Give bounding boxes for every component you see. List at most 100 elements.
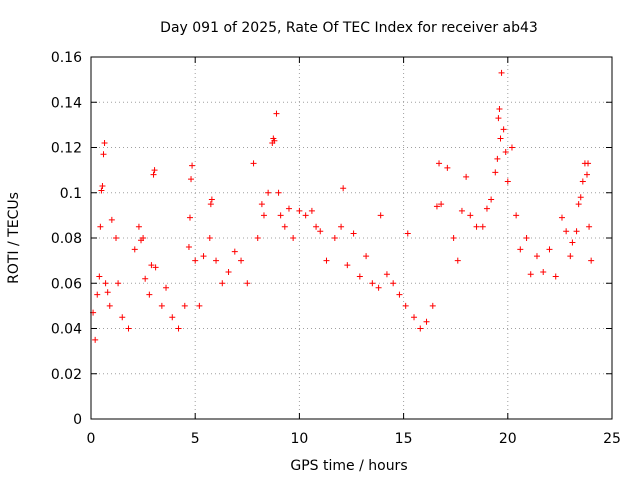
data-point	[313, 223, 320, 230]
data-point	[206, 235, 213, 241]
data-point	[573, 228, 580, 235]
data-point	[296, 207, 303, 214]
data-point	[504, 178, 511, 185]
data-point	[383, 271, 390, 278]
data-point	[273, 110, 280, 117]
data-point	[97, 223, 104, 230]
data-point	[169, 314, 176, 321]
data-point	[411, 314, 418, 321]
data-point	[189, 162, 196, 169]
data-point	[192, 257, 199, 264]
data-point	[285, 205, 292, 212]
data-point	[148, 262, 155, 269]
data-point	[140, 235, 147, 241]
data-point	[265, 189, 272, 196]
data-point	[513, 212, 520, 219]
data-point	[495, 115, 502, 122]
x-tick-label: 0	[87, 431, 96, 447]
data-point	[473, 223, 480, 230]
data-point	[92, 336, 99, 343]
chart-title: Day 091 of 2025, Rate Of TEC Index for r…	[160, 20, 538, 36]
data-point	[225, 268, 232, 275]
y-tick-label: 0.08	[51, 231, 82, 247]
data-point	[108, 216, 115, 223]
x-axis-label: GPS time / hours	[290, 458, 407, 474]
data-point	[150, 171, 157, 178]
data-point	[115, 280, 122, 287]
data-point	[260, 212, 267, 219]
x-axis-ticks: 0 5 10 15 20 25	[87, 57, 621, 447]
data-point	[275, 189, 282, 196]
data-point	[492, 169, 499, 176]
data-point	[151, 167, 158, 174]
data-point	[369, 280, 376, 287]
data-point	[188, 176, 195, 183]
data-point	[308, 207, 315, 214]
data-point	[436, 160, 443, 167]
data-point	[429, 302, 436, 309]
data-point	[356, 273, 363, 280]
y-axis-label: ROTI / TECUs	[6, 192, 22, 284]
data-point	[569, 239, 576, 246]
data-points	[90, 69, 595, 343]
data-point	[396, 291, 403, 298]
data-point	[450, 235, 457, 241]
data-point	[185, 244, 192, 251]
data-point	[552, 273, 559, 280]
data-point	[231, 248, 238, 255]
data-point	[523, 235, 530, 241]
data-point	[317, 228, 324, 235]
data-point	[344, 262, 351, 269]
data-point	[502, 149, 509, 156]
data-point	[238, 257, 245, 264]
data-point	[508, 144, 515, 151]
data-point	[433, 203, 440, 210]
data-point	[113, 235, 120, 241]
y-tick-label: 0.04	[51, 322, 82, 338]
y-tick-label: 0	[73, 412, 82, 428]
data-point	[494, 155, 501, 162]
data-point	[479, 223, 486, 230]
data-point	[338, 223, 345, 230]
data-point	[119, 314, 126, 321]
data-point	[488, 196, 495, 203]
x-tick-label: 20	[499, 431, 517, 447]
data-point	[402, 302, 409, 309]
data-point	[277, 212, 284, 219]
data-point	[281, 223, 288, 230]
data-point	[142, 275, 149, 282]
data-point	[290, 235, 297, 241]
data-point	[131, 246, 138, 253]
data-point	[583, 171, 590, 178]
data-point	[444, 164, 451, 171]
x-tick-label: 25	[603, 431, 621, 447]
data-point	[250, 160, 257, 167]
data-point	[254, 235, 261, 241]
data-point	[363, 253, 370, 260]
data-point	[99, 182, 106, 189]
data-point	[186, 214, 193, 221]
data-point	[498, 69, 505, 76]
data-point	[94, 291, 101, 298]
data-point	[497, 135, 504, 142]
data-point	[213, 257, 220, 264]
data-point	[588, 257, 595, 264]
y-tick-label: 0.02	[51, 367, 82, 383]
data-point	[163, 284, 170, 291]
data-point	[577, 194, 584, 201]
y-tick-label: 0.1	[60, 186, 82, 202]
data-point	[102, 280, 109, 287]
data-point	[575, 201, 582, 208]
x-tick-label: 15	[395, 431, 413, 447]
data-point	[323, 257, 330, 264]
data-point	[500, 126, 507, 133]
data-point	[340, 185, 347, 192]
data-point	[567, 253, 574, 260]
data-point	[135, 223, 142, 230]
data-point	[438, 201, 445, 208]
data-point	[423, 318, 430, 325]
y-tick-label: 0.12	[51, 141, 82, 157]
data-point	[496, 106, 503, 113]
data-point	[100, 151, 107, 158]
data-point	[458, 207, 465, 214]
